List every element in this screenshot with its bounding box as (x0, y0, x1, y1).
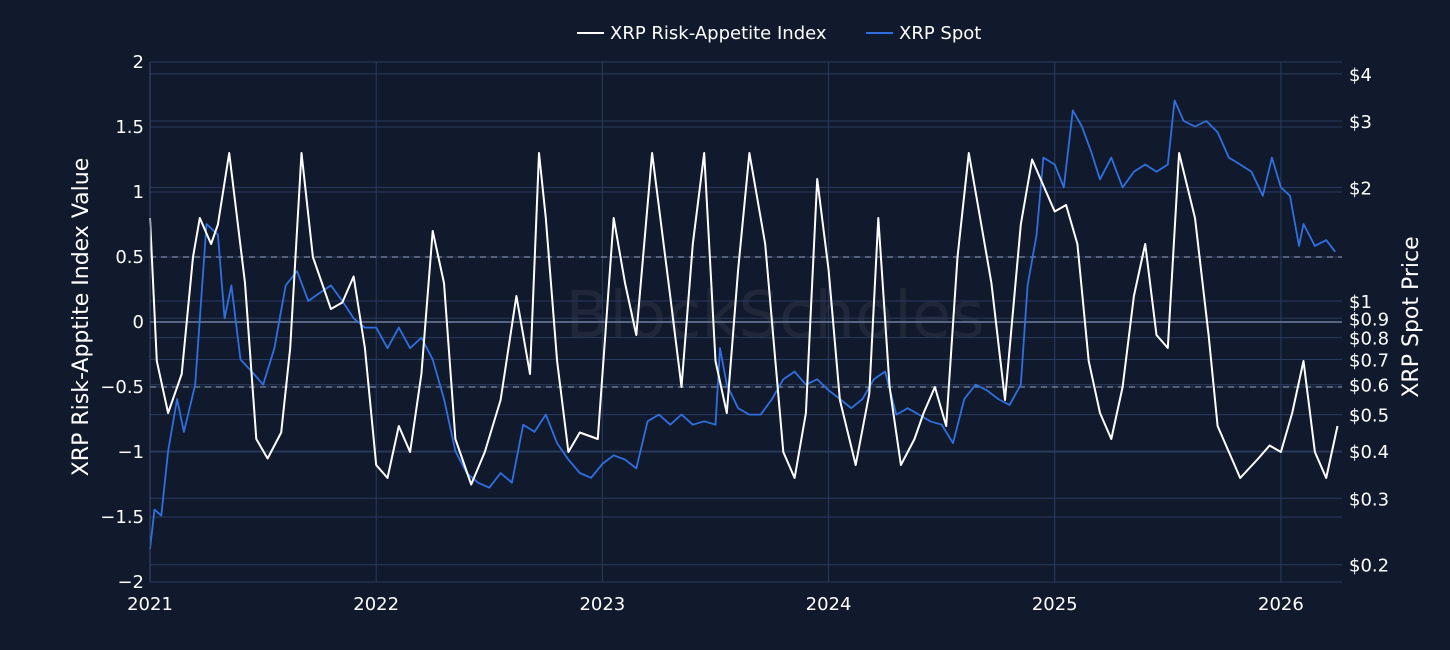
reference-lines (150, 257, 1342, 387)
y-right-tick-label: $4 (1349, 65, 1372, 86)
y-axis-left-title: XRP Risk-Apptite Index Value (69, 158, 94, 477)
y-right-tick-label: $0.5 (1349, 406, 1389, 427)
y-right-tick-label: $2 (1349, 178, 1372, 199)
legend: XRP Risk-Appetite Index XRP Spot (577, 23, 981, 44)
legend-label-risk-index: XRP Risk-Appetite Index (610, 23, 827, 44)
y-left-tick-label: −2 (117, 572, 144, 593)
x-tick-label: 2026 (1258, 594, 1304, 615)
y-left-tick-label: 1.5 (115, 117, 144, 138)
x-tick-label: 2022 (353, 594, 399, 615)
y-left-tick-label: −1 (117, 442, 144, 463)
x-tick-label: 2024 (806, 594, 852, 615)
y-right-tick-label: $0.7 (1349, 350, 1389, 371)
y-right-tick-label: $0.4 (1349, 442, 1389, 463)
y-left-tick-label: 1 (133, 182, 144, 203)
watermark: BlockScholes (565, 279, 984, 353)
y-left-tick-label: 2 (133, 52, 144, 73)
y-right-tick-label: $3 (1349, 112, 1372, 133)
y-left-tick-label: −1.5 (100, 507, 144, 528)
x-tick-label: 2021 (127, 594, 173, 615)
y-right-tick-label: $0.8 (1349, 329, 1389, 350)
x-tick-label: 2025 (1032, 594, 1078, 615)
y-right-tick-label: $0.2 (1349, 556, 1389, 577)
y-right-tick-label: $0.6 (1349, 376, 1389, 397)
y-left-tick-label: 0.5 (115, 247, 144, 268)
y-right-tick-label: $1 (1349, 292, 1372, 313)
y-left-tick-label: −0.5 (100, 377, 144, 398)
x-tick-label: 2023 (579, 594, 625, 615)
y-right-tick-label: $0.3 (1349, 489, 1389, 510)
y-axis-right-title: XRP Spot Price (1399, 236, 1424, 397)
legend-label-spot: XRP Spot (899, 23, 981, 44)
y-left-tick-label: 0 (133, 312, 144, 333)
